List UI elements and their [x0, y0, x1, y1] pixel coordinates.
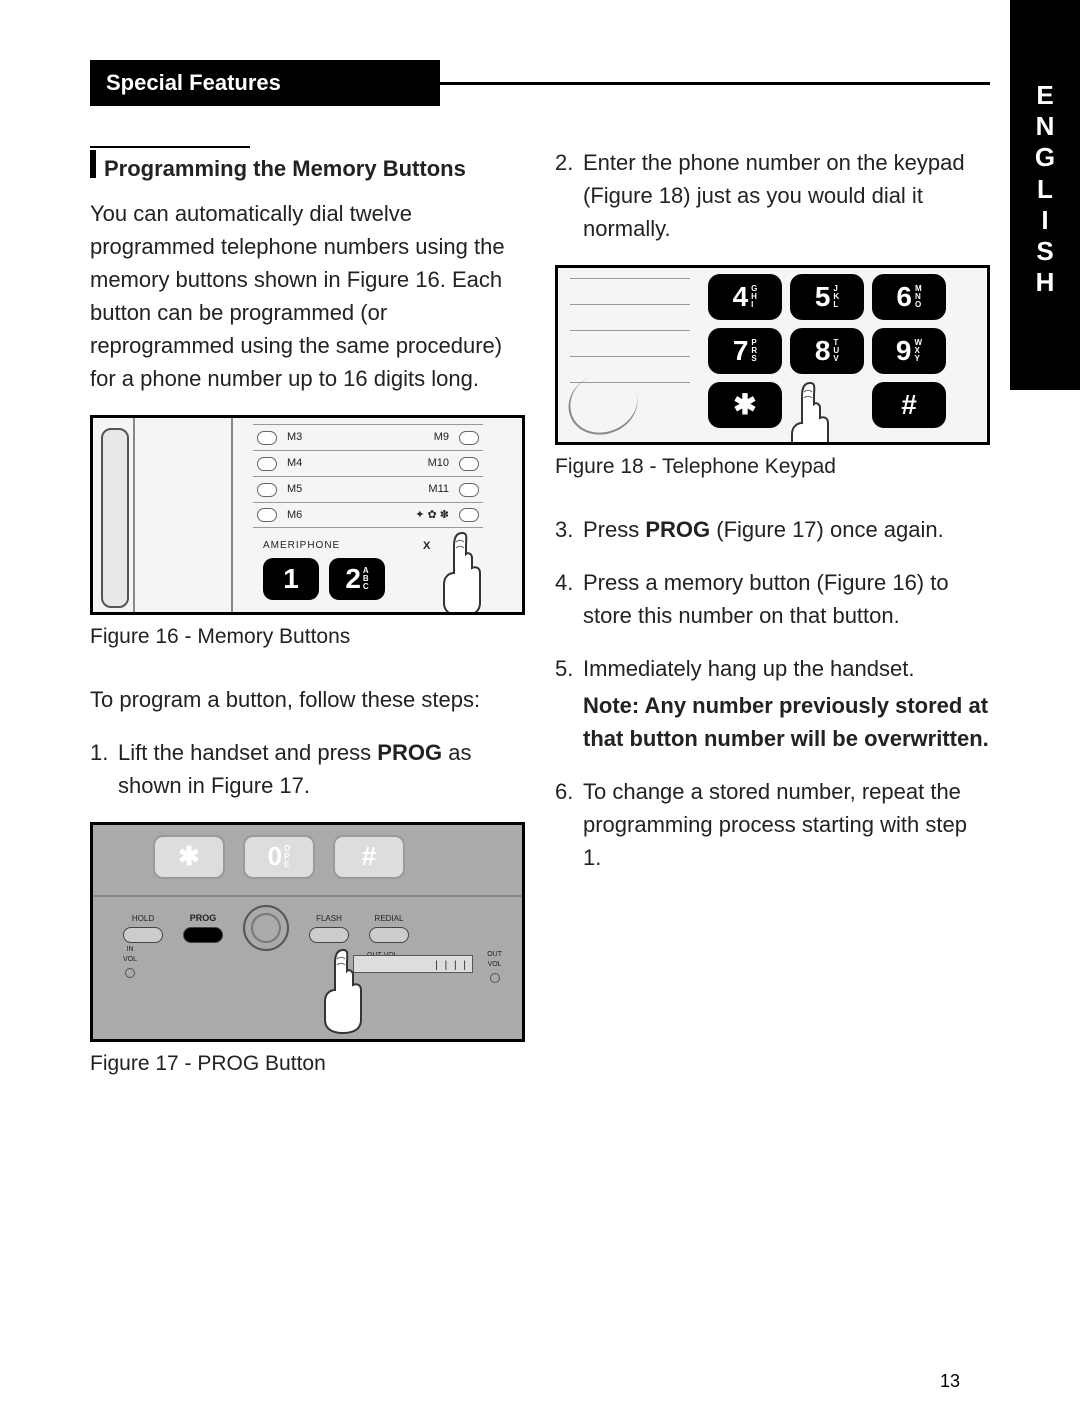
step-1: 1. Lift the handset and press PROG as sh… — [90, 736, 525, 802]
page-number: 13 — [940, 1371, 960, 1392]
figure-17: ✱0OPE# HOLDPROGFLASHREDIAL INVOL OUT VOL… — [90, 822, 525, 1042]
figure-17-caption: Figure 17 - PROG Button — [90, 1048, 525, 1080]
step-2: 2. Enter the phone number on the keypad … — [555, 146, 990, 245]
figure-18: 4GHI5JKL6MNO7PRS8TUV9WXY✱# — [555, 265, 990, 445]
section-header-rule — [440, 82, 990, 85]
step-6: 6. To change a stored number, repeat the… — [555, 775, 990, 874]
intro-paragraph: You can automatically dial twelve progra… — [90, 197, 525, 395]
finger-icon — [313, 945, 373, 1042]
step-3: 3. Press PROG (Figure 17) once again. — [555, 513, 990, 546]
finger-icon — [780, 378, 840, 445]
finger-icon — [432, 528, 492, 615]
figure-18-caption: Figure 18 - Telephone Keypad — [555, 451, 990, 483]
step-5: 5. Immediately hang up the handset. — [555, 652, 990, 685]
page-content: Special Features Programming the Memory … — [90, 60, 990, 1109]
note: Note: Any number previously stored at th… — [583, 689, 990, 755]
step-4: 4. Press a memory button (Figure 16) to … — [555, 566, 990, 632]
figure-16-caption: Figure 16 - Memory Buttons — [90, 621, 525, 653]
section-header: Special Features — [90, 60, 990, 106]
right-column: 2. Enter the phone number on the keypad … — [555, 146, 990, 1109]
section-header-title: Special Features — [90, 60, 440, 106]
left-column: Programming the Memory Buttons You can a… — [90, 146, 525, 1109]
figure-16: M3M9M4M10M5M11M6✦ ✿ ✽ AMERIPHONE X 12ABC — [90, 415, 525, 615]
language-tab: E N G L I S H — [1010, 0, 1080, 390]
steps-intro: To program a button, follow these steps: — [90, 683, 525, 716]
subheading: Programming the Memory Buttons — [90, 146, 525, 185]
